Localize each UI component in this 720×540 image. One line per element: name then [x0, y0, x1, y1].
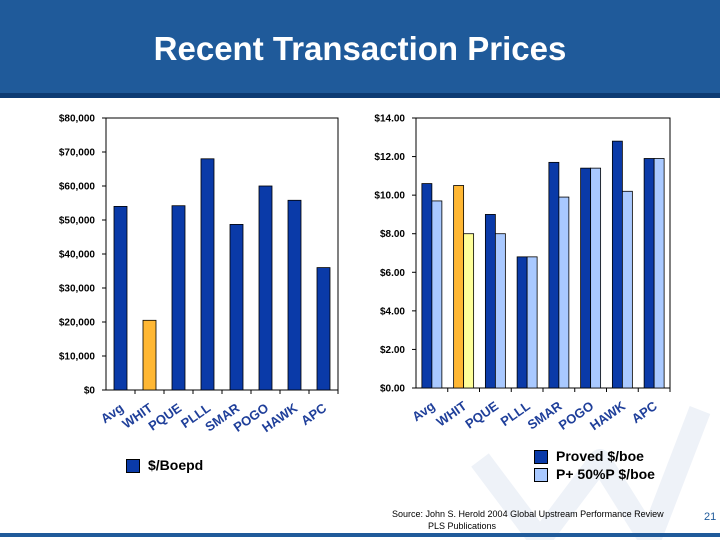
x-tick-label-right-hawk: HAWK — [587, 398, 629, 433]
bar-right-whit-s0 — [453, 185, 465, 389]
bar-left-avg-s0 — [113, 205, 128, 391]
bar-right-plll-s0 — [516, 256, 528, 389]
y-tick-label-left: $50,000 — [59, 216, 96, 227]
header-bar — [0, 0, 720, 98]
watermark-icon — [471, 406, 711, 540]
y-tick-label-right: $8.00 — [380, 229, 405, 240]
y-tick-label-right: $2.00 — [380, 345, 405, 356]
x-tick-label-right-whit: WHIT — [434, 398, 470, 429]
x-tick-label-left-pque: PQUE — [145, 400, 184, 434]
bar-right-whit-s1 — [463, 233, 475, 389]
y-tick-label-left: $40,000 — [59, 250, 96, 261]
y-tick-label-left: $0 — [84, 386, 96, 397]
source-line-1: Source: John S. Herold 2004 Global Upstr… — [392, 509, 664, 519]
header-rule — [0, 93, 720, 98]
y-tick-label-right: $4.00 — [380, 306, 405, 317]
y-tick-label-left: $60,000 — [59, 182, 96, 193]
page-number: 21 — [704, 511, 717, 523]
bar-right-avg-s0 — [421, 183, 433, 389]
legend-swatch-probable — [534, 468, 548, 483]
x-tick-label-right-pque: PQUE — [462, 398, 501, 432]
bar-right-plll-s1 — [526, 256, 538, 389]
bar-right-apc-s0 — [643, 158, 655, 389]
y-tick-label-left: $80,000 — [59, 114, 96, 125]
legend-label-probable: P+ 50%P $/boe — [556, 466, 655, 482]
bar-right-pque-s0 — [484, 214, 496, 389]
y-tick-label-right: $0.00 — [380, 384, 405, 395]
legend-item-proved: Proved $/boe — [534, 447, 655, 465]
y-tick-label-left: $30,000 — [59, 284, 96, 295]
bar-left-whit-s0 — [142, 319, 157, 391]
x-tick-label-right-smar: SMAR — [525, 398, 565, 433]
slide-title: Recent Transaction Prices — [153, 30, 567, 67]
x-tick-label-right-avg: Avg — [409, 398, 437, 424]
x-tick-label-left-apc: APC — [298, 400, 330, 428]
bar-right-pogo-s0 — [580, 167, 592, 389]
y-tick-label-left: $10,000 — [59, 352, 96, 363]
bar-right-apc-s1 — [653, 158, 665, 389]
bar-left-smar-s0 — [229, 224, 244, 391]
x-tick-label-right-apc: APC — [629, 398, 661, 426]
bar-right-pque-s1 — [494, 233, 506, 389]
legend-item-boepd: $/Boepd — [126, 456, 203, 474]
bar-right-hawk-s1 — [621, 190, 633, 389]
bar-right-smar-s1 — [558, 196, 570, 389]
y-tick-label-left: $70,000 — [59, 148, 96, 159]
y-tick-label-right: $6.00 — [380, 268, 405, 279]
y-tick-label-right: $14.00 — [374, 114, 405, 125]
y-tick-label-right: $10.00 — [374, 191, 405, 202]
bar-left-apc-s0 — [316, 267, 331, 391]
legend-item-probable: P+ 50%P $/boe — [534, 465, 655, 483]
legend-swatch-boepd — [126, 459, 140, 474]
bar-right-avg-s1 — [431, 200, 443, 389]
legend-right: Proved $/boe P+ 50%P $/boe — [534, 447, 655, 483]
legend-swatch-proved — [534, 450, 548, 465]
bar-left-pque-s0 — [171, 205, 186, 391]
bar-left-plll-s0 — [200, 158, 215, 391]
bar-right-hawk-s0 — [611, 140, 623, 389]
bar-left-hawk-s0 — [287, 199, 302, 391]
bar-right-pogo-s1 — [590, 167, 602, 389]
x-tick-label-right-pogo: POGO — [556, 398, 597, 433]
y-tick-label-right: $12.00 — [374, 152, 405, 163]
legend-label-boepd: $/Boepd — [148, 457, 204, 473]
source-line-2: PLS Publications — [428, 521, 497, 531]
bar-right-smar-s0 — [548, 161, 560, 389]
y-tick-label-left: $20,000 — [59, 318, 96, 329]
legend-left: $/Boepd — [126, 456, 203, 474]
legend-label-proved: Proved $/boe — [556, 448, 644, 464]
bar-left-pogo-s0 — [258, 185, 273, 391]
plot-area-left — [105, 117, 339, 391]
footer-rule — [0, 533, 720, 537]
source-note: Source: John S. Herold 2004 Global Upstr… — [392, 508, 664, 532]
